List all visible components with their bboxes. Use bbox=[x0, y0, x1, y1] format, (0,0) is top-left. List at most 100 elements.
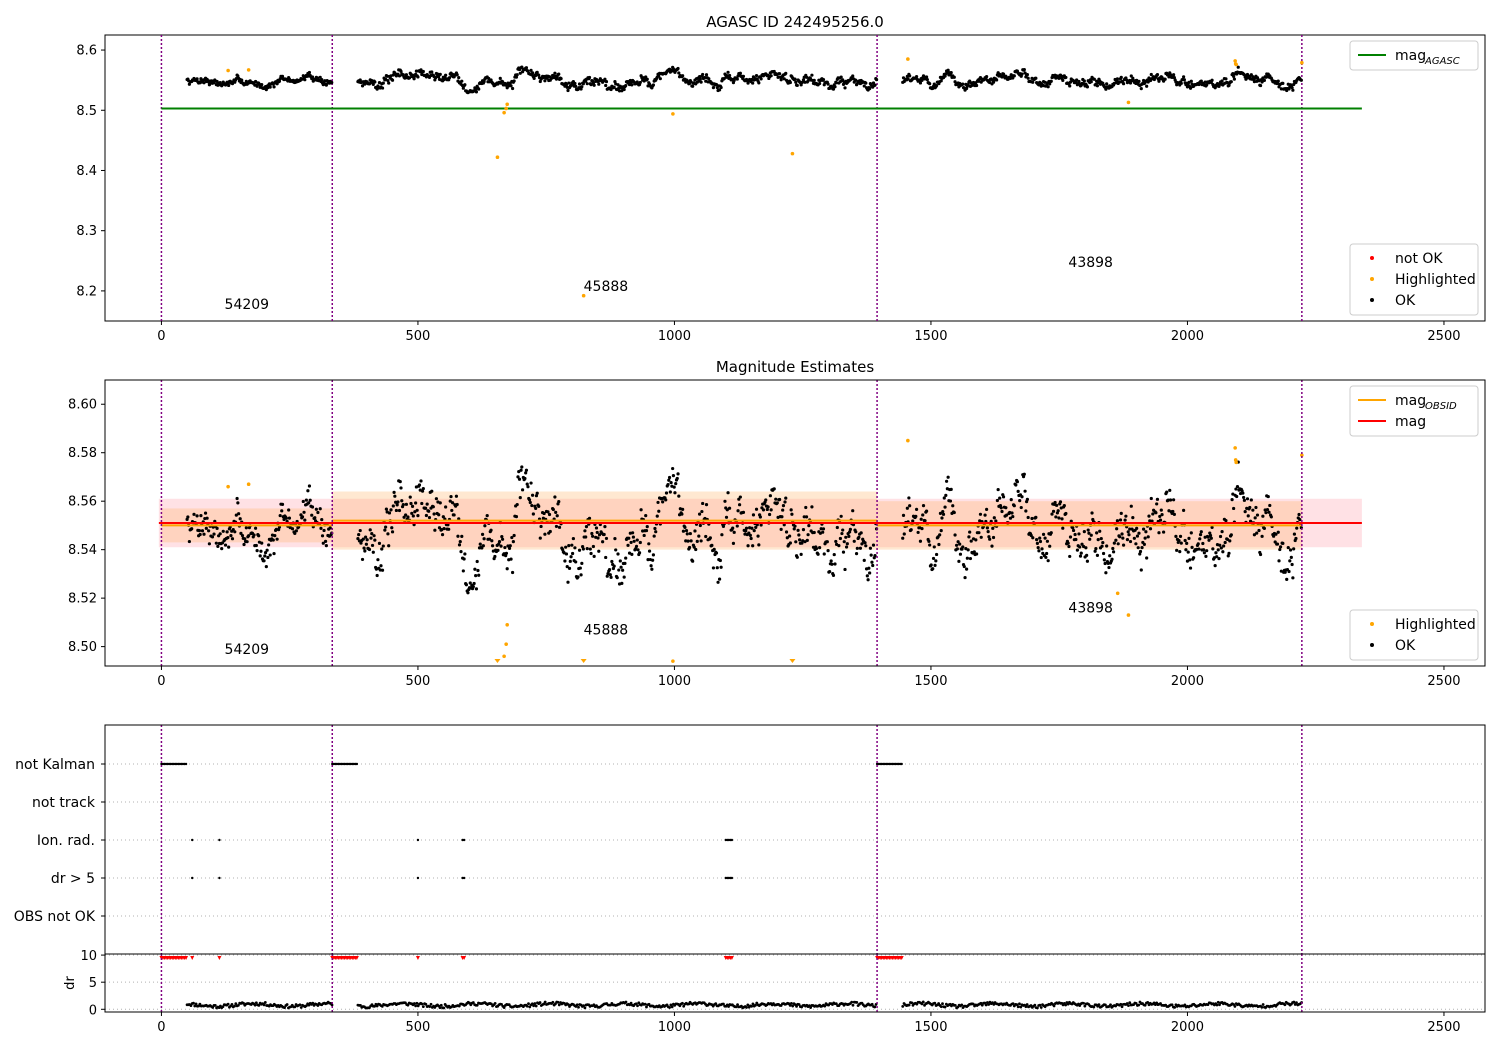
ok-point bbox=[223, 543, 228, 547]
x-tick-label: 1500 bbox=[914, 329, 947, 344]
ok-point bbox=[778, 497, 782, 502]
ok-point bbox=[848, 530, 852, 534]
ok-point bbox=[630, 83, 634, 87]
ok-point bbox=[1168, 498, 1173, 502]
dr-point bbox=[234, 1002, 238, 1006]
highlighted-point bbox=[505, 622, 510, 627]
clipped-point-marker bbox=[580, 659, 587, 663]
ok-point bbox=[387, 544, 391, 548]
ok-point bbox=[1216, 548, 1220, 552]
ok-point bbox=[751, 513, 756, 517]
ok-point bbox=[1018, 498, 1022, 503]
ok-point bbox=[252, 533, 256, 537]
ok-point bbox=[768, 494, 772, 498]
ok-point bbox=[480, 532, 485, 536]
ok-point bbox=[990, 544, 994, 548]
ok-point bbox=[1204, 554, 1208, 558]
ok-point bbox=[839, 75, 843, 79]
ok-point bbox=[803, 80, 807, 84]
ok-point bbox=[1034, 76, 1038, 80]
ok-point bbox=[958, 542, 962, 546]
ok-point bbox=[686, 539, 690, 543]
observation-id-label: 43898 bbox=[1068, 601, 1113, 617]
ok-point bbox=[205, 516, 209, 520]
y-tick-label: 8.50 bbox=[68, 640, 97, 655]
ok-point bbox=[731, 526, 735, 530]
ok-point bbox=[1210, 78, 1214, 82]
ok-point bbox=[901, 513, 906, 517]
ok-point bbox=[399, 486, 403, 490]
ok-point bbox=[1199, 530, 1203, 534]
ok-point bbox=[782, 77, 786, 81]
ok-point bbox=[414, 69, 418, 73]
ok-point bbox=[1093, 549, 1097, 553]
ok-point bbox=[613, 537, 617, 541]
ok-point bbox=[1024, 509, 1028, 513]
ok-point bbox=[1160, 513, 1164, 517]
ok-point bbox=[1031, 536, 1035, 540]
ok-point bbox=[604, 83, 608, 88]
ok-point bbox=[988, 80, 992, 85]
ok-point bbox=[920, 526, 924, 531]
ok-point bbox=[1257, 528, 1261, 533]
ok-point bbox=[865, 574, 869, 578]
ok-point bbox=[573, 546, 577, 550]
ok-point bbox=[584, 524, 589, 529]
ok-point bbox=[1290, 562, 1294, 567]
ok-point bbox=[372, 534, 376, 538]
ok-point bbox=[788, 80, 792, 85]
ok-point bbox=[1232, 506, 1236, 511]
ok-point bbox=[543, 532, 547, 536]
dr-point bbox=[583, 1006, 587, 1010]
ok-point bbox=[924, 509, 929, 513]
ok-point bbox=[711, 85, 716, 90]
ok-point bbox=[231, 527, 235, 532]
ok-point bbox=[833, 562, 837, 566]
ok-point bbox=[949, 71, 953, 75]
ok-point bbox=[457, 76, 461, 80]
highlighted-point bbox=[671, 112, 675, 116]
ok-point bbox=[1110, 557, 1114, 561]
ok-point bbox=[779, 78, 783, 82]
ok-point bbox=[440, 533, 445, 537]
ok-point bbox=[485, 514, 489, 518]
dr-point bbox=[1233, 1004, 1237, 1008]
ok-point bbox=[1022, 68, 1026, 72]
ok-point bbox=[1108, 554, 1112, 558]
ok-point bbox=[616, 83, 620, 87]
ok-point bbox=[387, 511, 392, 515]
ok-point bbox=[839, 514, 843, 518]
dr-point bbox=[984, 1003, 988, 1007]
ok-point bbox=[1182, 75, 1186, 79]
ok-point bbox=[631, 531, 635, 535]
flag-point bbox=[218, 876, 221, 880]
ok-point bbox=[928, 82, 932, 86]
ok-point bbox=[639, 508, 643, 512]
ok-point bbox=[614, 548, 618, 552]
x-tick-label: 500 bbox=[406, 1020, 431, 1035]
ok-point bbox=[962, 564, 966, 569]
ok-point bbox=[580, 85, 584, 89]
ok-point bbox=[1177, 538, 1181, 543]
ok-point bbox=[371, 550, 375, 554]
ok-point bbox=[941, 510, 945, 514]
ok-point bbox=[1220, 79, 1224, 83]
ok-point bbox=[1128, 81, 1133, 85]
ok-point bbox=[318, 507, 322, 511]
dr-point bbox=[1033, 1003, 1037, 1007]
dr-point bbox=[230, 1003, 234, 1006]
dr-point bbox=[643, 1002, 647, 1006]
ok-point bbox=[1218, 534, 1223, 539]
ok-point bbox=[727, 73, 732, 78]
ok-point bbox=[1161, 530, 1166, 534]
ok-point bbox=[1223, 540, 1227, 545]
ok-point bbox=[1046, 559, 1050, 563]
ok-point bbox=[744, 529, 748, 533]
dr-point bbox=[668, 1006, 671, 1009]
ok-point bbox=[674, 482, 678, 486]
highlighted-point bbox=[906, 57, 910, 61]
ok-point bbox=[414, 501, 418, 505]
ok-point bbox=[867, 566, 871, 570]
ok-point bbox=[330, 80, 334, 85]
